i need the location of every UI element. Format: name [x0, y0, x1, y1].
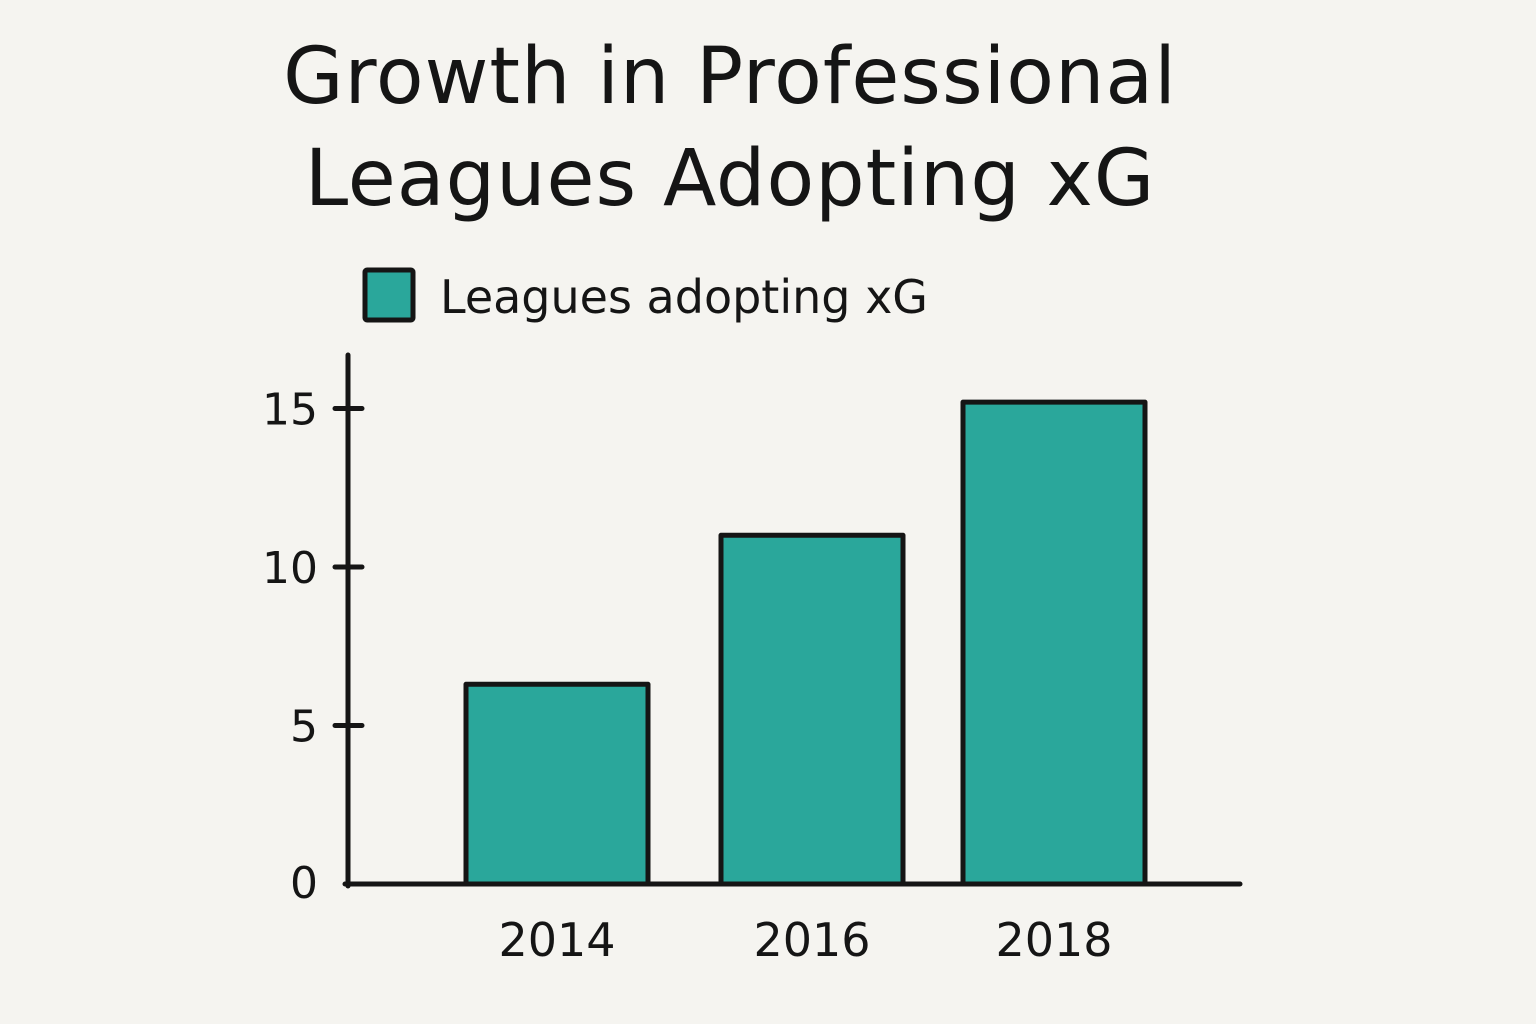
x-tick-label-2018: 2018 [995, 913, 1112, 967]
chart-title-line-1: Growth in Professional [283, 32, 1177, 122]
legend-swatch [362, 267, 416, 323]
bar-2014 [463, 681, 651, 887]
legend: Leagues adopting xG [362, 267, 928, 324]
x-tick-label-2014: 2014 [498, 913, 615, 967]
y-tick-label-0: 0 [290, 858, 318, 909]
legend-label: Leagues adopting xG [440, 270, 928, 324]
y-tick-label-5: 5 [290, 702, 318, 753]
y-tick-label-10: 10 [262, 543, 318, 594]
axes [342, 352, 1243, 889]
bar-2018 [960, 399, 1148, 887]
bar-2016 [718, 532, 906, 887]
y-tick-label-15: 15 [262, 385, 318, 436]
chart-title-line-2: Leagues Adopting xG [304, 134, 1156, 224]
x-tick-label-2016: 2016 [753, 913, 870, 967]
